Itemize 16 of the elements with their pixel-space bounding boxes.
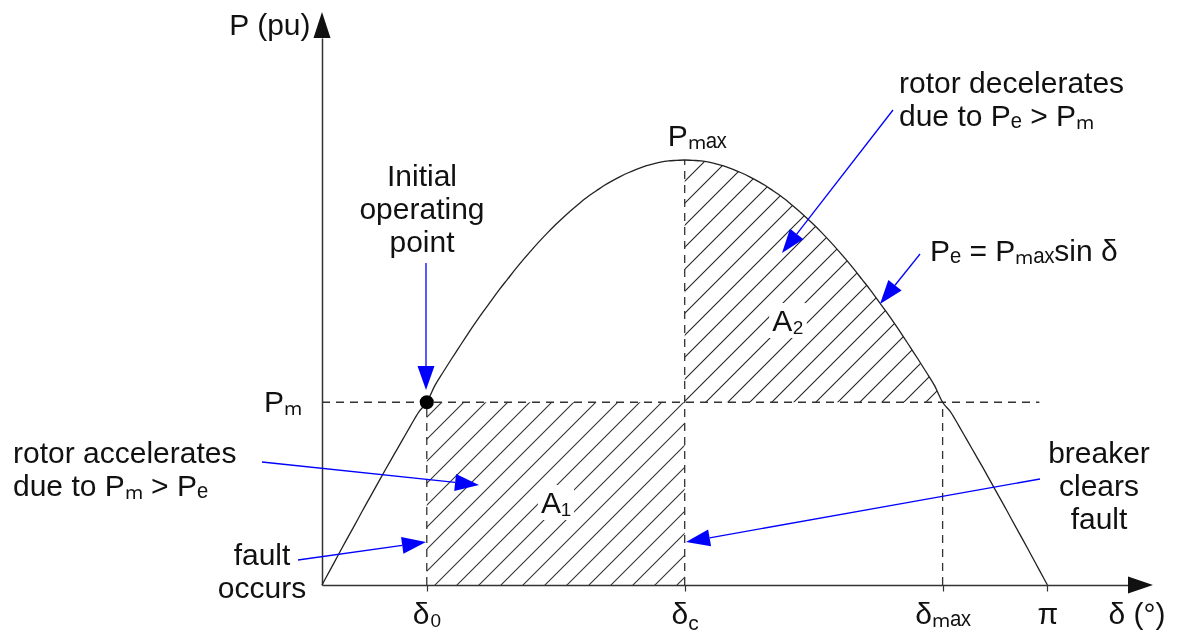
- annotation: A₁: [540, 486, 572, 519]
- x-axis-title: δ (°): [1108, 596, 1166, 630]
- y-axis-title: P (pu): [229, 7, 311, 41]
- annotation: Initial operating point: [359, 159, 485, 258]
- text: rotor decelerates due to Pₑ > Pₘ: [899, 66, 1125, 132]
- x-tick-label: δ$_{c}$: [671, 596, 699, 634]
- text: Pₘ: [263, 385, 302, 418]
- annotation: A₂: [772, 304, 804, 337]
- text: rotor accelerates due to Pₘ > Pₑ: [13, 436, 237, 502]
- x-tick-label: δₘₐₓ: [915, 596, 972, 630]
- x-tick-label: δ₀: [412, 596, 442, 630]
- text: fault occurs: [217, 538, 307, 604]
- annotation: Pₘₐₓ: [667, 118, 727, 152]
- annotation: breaker clears fault: [1048, 436, 1150, 535]
- annotation: Pₑ = Pₘₐₓsin δ: [930, 234, 1118, 267]
- x-tick-label: π: [1037, 596, 1059, 630]
